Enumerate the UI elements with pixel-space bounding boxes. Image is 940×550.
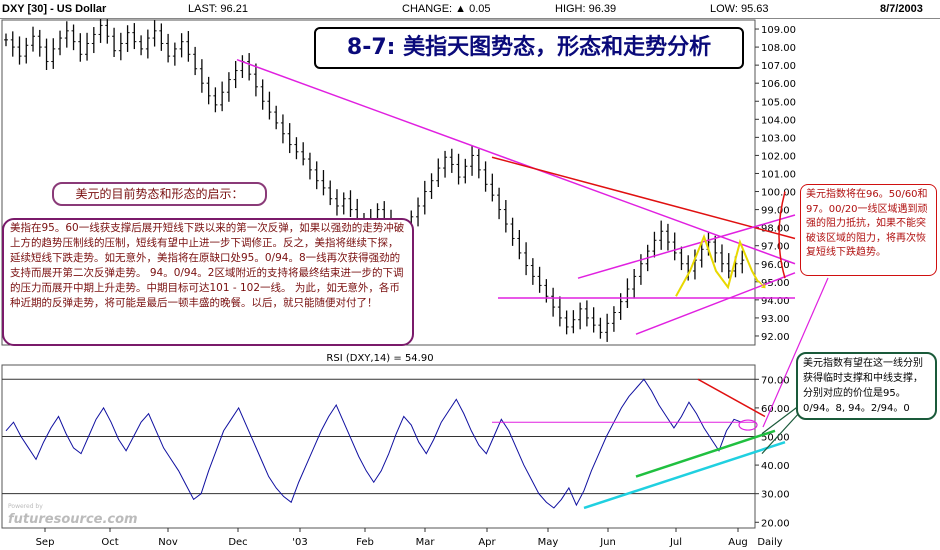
price-ytick-label: 105.00 (761, 97, 796, 108)
price-ytick-label: 92.00 (761, 332, 790, 343)
yellow-arrow-icon: ➘ (756, 277, 768, 293)
rsi-panel-frame (1, 364, 756, 529)
callout-arrow-rsi-a (761, 404, 801, 435)
rsi-line (5, 378, 742, 509)
rsi-title: RSI (DXY,14) = 54.90 (326, 353, 433, 364)
change-value: CHANGE: ▲ 0.05 (402, 3, 491, 15)
price-ytick-label: 103.00 (761, 133, 796, 144)
price-ytick-label: 96.00 (761, 260, 790, 271)
rsi-cyan-support (583, 441, 786, 510)
date-label: 8/7/2003 (880, 3, 923, 15)
price-ytick-label: 100.00 (761, 188, 796, 199)
price-ytick-label: 95.00 (761, 278, 790, 289)
trendline-channel-lower (635, 272, 796, 335)
rsi-ytick-label: 50.00 (761, 432, 790, 443)
price-ytick-label: 104.00 (761, 115, 796, 126)
rsi-support-note: 美元指数有望在这一线分别获得临时支撑和中线支撑，分别对应的价位是95。0/94。… (796, 352, 937, 420)
xtick-label: Mar (416, 537, 436, 548)
price-ytick-label: 94.00 (761, 296, 790, 307)
xtick-label: '03 (292, 537, 307, 548)
left-analysis-note: 美指在95。60一线获支撑后展开短线下跌以来的第一次反弹，如果以强劲的走势冲破上… (2, 218, 414, 346)
callout-arrow-right-note (762, 277, 829, 428)
xtick-label: Dec (228, 537, 247, 548)
price-ytick-label: 97.00 (761, 242, 790, 253)
analysis-title: 8-7: 美指天图势态，形态和走势分析 (314, 27, 744, 69)
trendline-channel-upper (577, 214, 796, 279)
xtick-label: Jun (599, 537, 616, 548)
trendline-downtrend-magenta (236, 59, 796, 265)
symbol-label: DXY [30] - US Dollar (2, 3, 107, 15)
resistance-bracket (778, 191, 786, 279)
price-ytick-label: 98.00 (761, 224, 790, 235)
xtick-label: Daily (757, 537, 782, 548)
low-value: LOW: 95.63 (710, 3, 769, 15)
xtick-label: Apr (478, 537, 496, 548)
rsi-circle-marker (738, 419, 758, 431)
analysis-subtitle: 美元的目前势态和形态的启示： (52, 182, 267, 206)
xtick-label: Feb (356, 537, 374, 548)
watermark-powered-by: Powered by (8, 503, 43, 510)
callout-arrow-rsi-b (761, 411, 801, 455)
rsi-ytick-label: 40.00 (761, 461, 790, 472)
xtick-label: Jul (669, 537, 682, 548)
trendline-downtrend-red (491, 156, 796, 240)
rsi-red-downtrend (697, 378, 766, 418)
price-ytick-label: 102.00 (761, 151, 796, 162)
price-ytick-label: 101.00 (761, 169, 796, 180)
rsi-ytick-label: 20.00 (761, 518, 790, 529)
xtick-label: Aug (728, 537, 748, 548)
xtick-label: Nov (158, 537, 178, 548)
chart-header: DXY [30] - US Dollar LAST: 96.21 CHANGE:… (0, 0, 940, 19)
xtick-label: Sep (36, 537, 55, 548)
price-ytick-label: 108.00 (761, 43, 796, 54)
rsi-ytick-label: 30.00 (761, 490, 790, 501)
watermark-logo: futuresource.com (8, 512, 138, 527)
price-ytick-label: 109.00 (761, 25, 796, 36)
rsi-ytick-label: 70.00 (761, 375, 790, 386)
price-ytick-label: 107.00 (761, 61, 796, 72)
xtick-label: May (538, 537, 559, 548)
last-price: LAST: 96.21 (188, 3, 248, 15)
rsi-green-support (635, 429, 776, 478)
xtick-label: Oct (101, 537, 118, 548)
rsi-ytick-label: 60.00 (761, 404, 790, 415)
yellow-wave-path (675, 233, 759, 297)
price-ytick-label: 93.00 (761, 314, 790, 325)
right-resistance-note: 美元指数将在96。50/60和97。00/20一线区域遇到顽强的阻力抵抗，如果不… (800, 184, 937, 276)
high-value: HIGH: 96.39 (555, 3, 617, 15)
price-ytick-label: 106.00 (761, 79, 796, 90)
price-ytick-label: 99.00 (761, 206, 790, 217)
